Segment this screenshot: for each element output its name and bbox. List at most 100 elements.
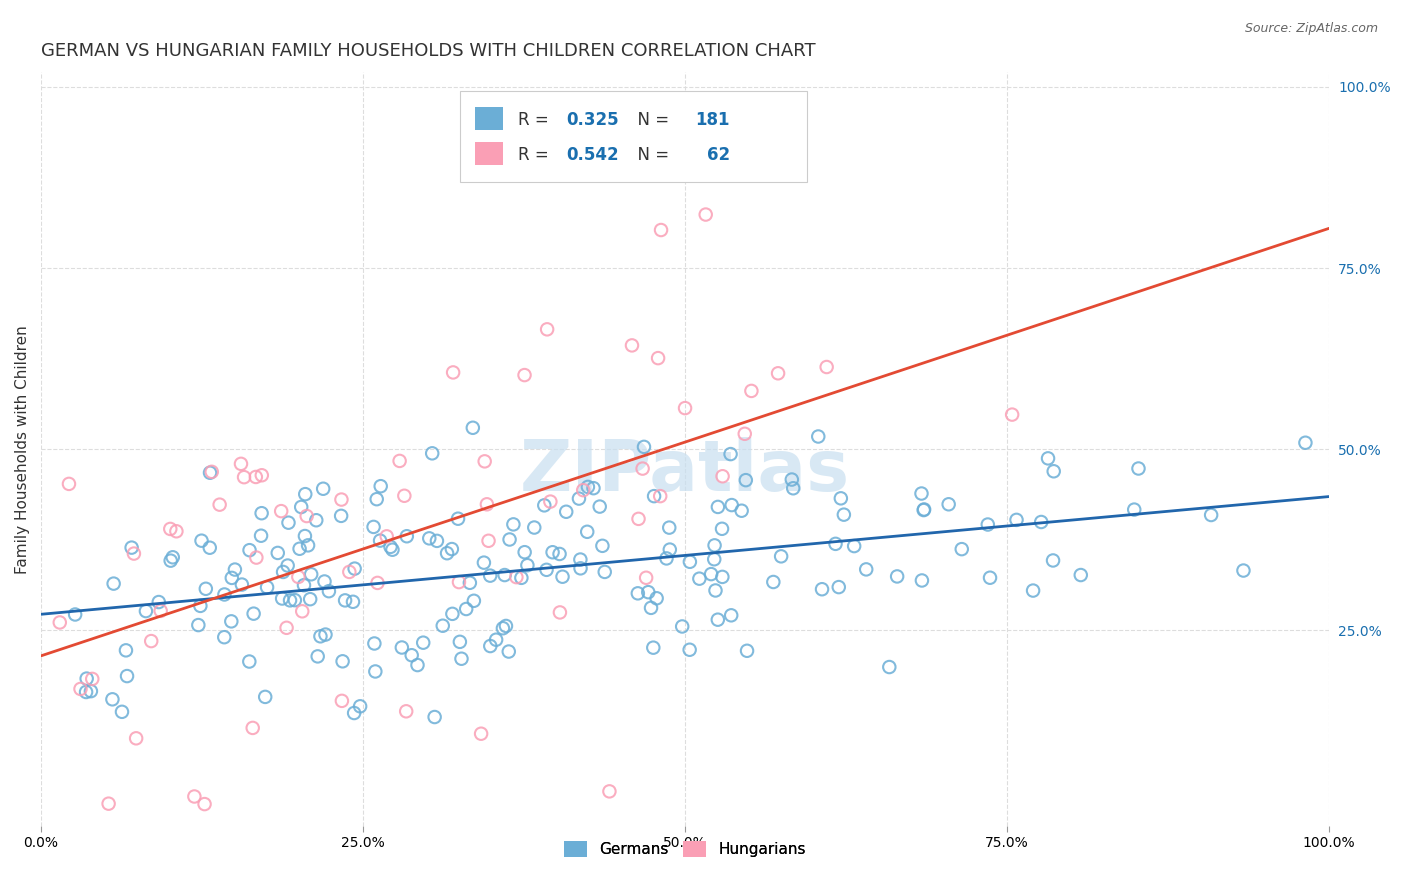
Point [494, 568, 516, 582]
Point [650, 489, 672, 503]
Point [807, 429, 830, 443]
Point [1031, 515, 1053, 529]
Point [720, 498, 742, 512]
Legend: Germans, Hungarians: Germans, Hungarians [558, 835, 813, 863]
Point [277, 516, 299, 530]
Point [271, 565, 294, 579]
Point [121, 541, 143, 555]
Point [214, 587, 236, 601]
Point [582, 481, 605, 495]
Point [233, 470, 256, 484]
Point [1128, 461, 1150, 475]
Point [828, 580, 851, 594]
Point [474, 454, 496, 468]
Point [305, 513, 328, 527]
Point [673, 401, 696, 416]
Point [811, 582, 834, 597]
Point [589, 500, 612, 514]
Point [475, 497, 498, 511]
Point [658, 521, 681, 535]
Point [250, 529, 273, 543]
Point [343, 561, 366, 575]
Point [337, 565, 360, 579]
Point [576, 524, 599, 539]
Point [432, 618, 454, 632]
Point [703, 538, 725, 552]
Point [620, 338, 643, 352]
FancyBboxPatch shape [475, 107, 503, 130]
Point [910, 486, 932, 500]
Point [69, 681, 91, 696]
Point [1042, 553, 1064, 567]
Point [576, 480, 599, 494]
Point [190, 599, 212, 613]
Point [782, 481, 804, 495]
Point [256, 580, 278, 594]
Point [879, 660, 901, 674]
Point [388, 454, 411, 468]
Point [650, 223, 672, 237]
Point [165, 524, 187, 539]
Point [569, 552, 592, 566]
FancyBboxPatch shape [475, 142, 503, 165]
Point [343, 706, 366, 720]
Point [912, 502, 935, 516]
Point [643, 489, 665, 503]
Point [458, 575, 481, 590]
Point [294, 487, 316, 501]
Point [420, 446, 443, 460]
Text: ZIPatlas: ZIPatlas [520, 437, 851, 507]
Point [149, 604, 172, 618]
Point [330, 492, 353, 507]
Point [159, 522, 181, 536]
Point [245, 470, 267, 484]
Point [569, 561, 592, 575]
Point [572, 483, 595, 498]
Point [242, 607, 264, 621]
Point [734, 426, 756, 441]
Point [330, 508, 353, 523]
Text: 0.325: 0.325 [567, 111, 619, 128]
Point [541, 545, 564, 559]
Point [267, 546, 290, 560]
Point [309, 629, 332, 643]
Point [671, 619, 693, 633]
Point [412, 635, 434, 649]
Point [513, 545, 536, 559]
Point [536, 563, 558, 577]
Point [231, 577, 253, 591]
Point [1070, 568, 1092, 582]
Point [75, 685, 97, 699]
Point [627, 586, 650, 600]
Point [250, 468, 273, 483]
Point [1232, 564, 1254, 578]
Point [221, 571, 243, 585]
Point [295, 509, 318, 524]
Point [436, 546, 458, 560]
Point [254, 690, 277, 704]
Point [855, 562, 877, 576]
Point [495, 619, 517, 633]
Point [711, 522, 734, 536]
Point [815, 359, 838, 374]
Point [380, 540, 402, 554]
Point [704, 583, 727, 598]
Point [76, 672, 98, 686]
Point [364, 665, 387, 679]
Point [82, 672, 104, 686]
Point [832, 508, 855, 522]
Point [979, 571, 1001, 585]
Point [1042, 464, 1064, 478]
Point [711, 469, 734, 483]
Point [1123, 502, 1146, 516]
Point [886, 569, 908, 583]
Point [312, 482, 335, 496]
Point [498, 644, 520, 658]
Point [49, 615, 72, 630]
Point [190, 533, 212, 548]
Point [655, 551, 678, 566]
Point [368, 533, 391, 548]
Point [276, 621, 298, 635]
Point [111, 705, 134, 719]
Point [159, 554, 181, 568]
